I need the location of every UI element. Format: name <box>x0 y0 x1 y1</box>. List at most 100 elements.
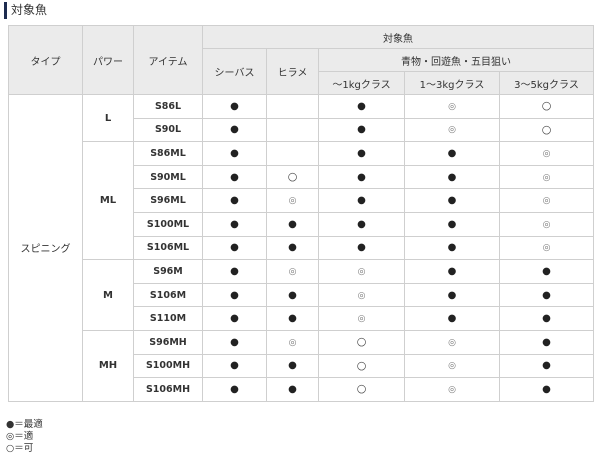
table-row: スピニング L S86L ● ● ◎ ○ <box>8 93 594 402</box>
rating-best-icon: ● <box>230 313 239 325</box>
rating-cell: ● <box>499 353 594 379</box>
table-row: S110M ● ● ◎ ● ● <box>9 306 594 331</box>
rating-cell: ● <box>318 117 405 143</box>
table-row: S90L ● ● ◎ ○ <box>9 117 594 143</box>
rating-cell: ● <box>404 188 500 213</box>
rating-cell: ● <box>404 235 500 261</box>
item-cell: S96M <box>133 259 203 284</box>
rating-cell <box>266 117 319 143</box>
rating-best-icon: ● <box>230 383 239 395</box>
rating-cell: ● <box>202 164 267 190</box>
rating-best-icon: ● <box>288 383 297 395</box>
rating-good-icon: ◎ <box>542 243 551 254</box>
legend-text: ＝可 <box>14 443 34 454</box>
rating-best-icon: ● <box>542 360 551 372</box>
rating-best-icon: ● <box>447 195 457 207</box>
power-cell: MH <box>82 329 134 402</box>
rating-cell: ○ <box>318 329 405 355</box>
item-cell: S96MH <box>133 329 203 355</box>
rating-cell: ○ <box>499 94 594 119</box>
legend-item: ●＝最適 <box>6 419 43 431</box>
item-cell: S86ML <box>133 141 203 166</box>
rating-good-icon: ◎ <box>448 125 456 136</box>
header-seabass: シーバス <box>202 48 267 95</box>
rating-good-icon: ◎ <box>448 384 456 395</box>
rating-cell: ● <box>266 377 319 402</box>
rating-best-icon: ● <box>542 313 551 325</box>
rating-cell: ● <box>202 188 267 213</box>
rating-cell: ● <box>404 306 500 331</box>
rating-cell: ● <box>202 117 267 143</box>
rating-cell: ● <box>318 188 405 213</box>
power-cell: M <box>82 259 134 331</box>
rating-good-icon: ◎ <box>448 337 456 348</box>
rating-cell: ◎ <box>266 329 319 355</box>
rating-cell <box>266 141 319 166</box>
rating-cell: ● <box>499 259 594 284</box>
rating-best-icon: ● <box>357 100 366 112</box>
legend-text: ＝最適 <box>14 419 43 430</box>
rating-ok-icon: ○ <box>541 99 552 113</box>
rating-good-icon: ◎ <box>448 101 456 112</box>
rating-best-icon: ● <box>288 218 297 230</box>
rating-best-icon: ● <box>230 100 239 112</box>
rating-best-icon: ● <box>230 195 239 207</box>
header-class-2: 1～3kgクラス <box>404 71 500 95</box>
rating-best-icon: ● <box>288 242 297 254</box>
rating-ok-icon: ○ <box>287 170 298 184</box>
rating-best-icon: ● <box>230 218 239 230</box>
rating-best-icon: ● <box>357 124 366 136</box>
rating-good-icon: ◎ <box>542 172 551 183</box>
rating-good-icon: ◎ <box>357 266 366 277</box>
header-type: タイプ <box>8 25 83 95</box>
header-item: アイテム <box>133 25 203 95</box>
rating-cell: ◎ <box>499 188 594 213</box>
legend-symbol: ◎ <box>6 431 15 442</box>
header-class-1: ～1kgクラス <box>318 71 405 95</box>
item-cell: S106ML <box>133 235 203 261</box>
rating-cell: ◎ <box>499 235 594 261</box>
rating-cell: ● <box>318 235 405 261</box>
rating-best-icon: ● <box>230 171 239 183</box>
legend-text: ＝適 <box>14 431 34 442</box>
rating-cell: ◎ <box>404 377 500 402</box>
power-cell: L <box>82 93 134 143</box>
rating-best-icon: ● <box>447 218 457 230</box>
item-cell: S106M <box>133 282 203 308</box>
rating-cell: ◎ <box>318 282 405 308</box>
table-row: MH S96MH ● ◎ ○ ◎ ● <box>9 329 594 402</box>
header-hirame: ヒラメ <box>266 48 319 95</box>
rating-best-icon: ● <box>288 289 297 301</box>
rating-cell: ● <box>202 94 267 119</box>
rating-cell: ● <box>202 353 267 379</box>
rating-cell: ● <box>404 282 500 308</box>
rating-best-icon: ● <box>447 313 457 325</box>
rating-cell: ◎ <box>266 188 319 213</box>
rating-cell: ◎ <box>499 164 594 190</box>
rating-cell: ● <box>202 211 267 237</box>
rating-cell: ● <box>499 377 594 402</box>
rating-cell: ● <box>404 164 500 190</box>
type-cell: スピニング <box>8 94 83 402</box>
rating-best-icon: ● <box>447 265 457 277</box>
rating-best-icon: ● <box>357 218 366 230</box>
rating-ok-icon: ○ <box>541 122 552 136</box>
rating-good-icon: ◎ <box>542 148 551 159</box>
rating-best-icon: ● <box>542 265 551 277</box>
rating-cell: ● <box>266 353 319 379</box>
rating-best-icon: ● <box>357 195 366 207</box>
header-class-3: 3～5kgクラス <box>499 71 594 95</box>
rating-best-icon: ● <box>542 289 551 301</box>
rating-good-icon: ◎ <box>288 196 297 207</box>
rating-good-icon: ◎ <box>542 219 551 230</box>
table-row: S100MH ● ● ○ ◎ ● <box>9 353 594 379</box>
rating-cell: ● <box>318 94 405 119</box>
rating-good-icon: ◎ <box>288 266 297 277</box>
rating-cell: ○ <box>318 353 405 379</box>
rating-ok-icon: ○ <box>356 358 367 372</box>
item-cell: S106MH <box>133 377 203 402</box>
legend-item: ◎＝適 <box>6 431 43 443</box>
rating-cell: ◎ <box>318 306 405 331</box>
rating-cell: ◎ <box>404 94 500 119</box>
header-target: 対象魚 <box>202 25 594 49</box>
